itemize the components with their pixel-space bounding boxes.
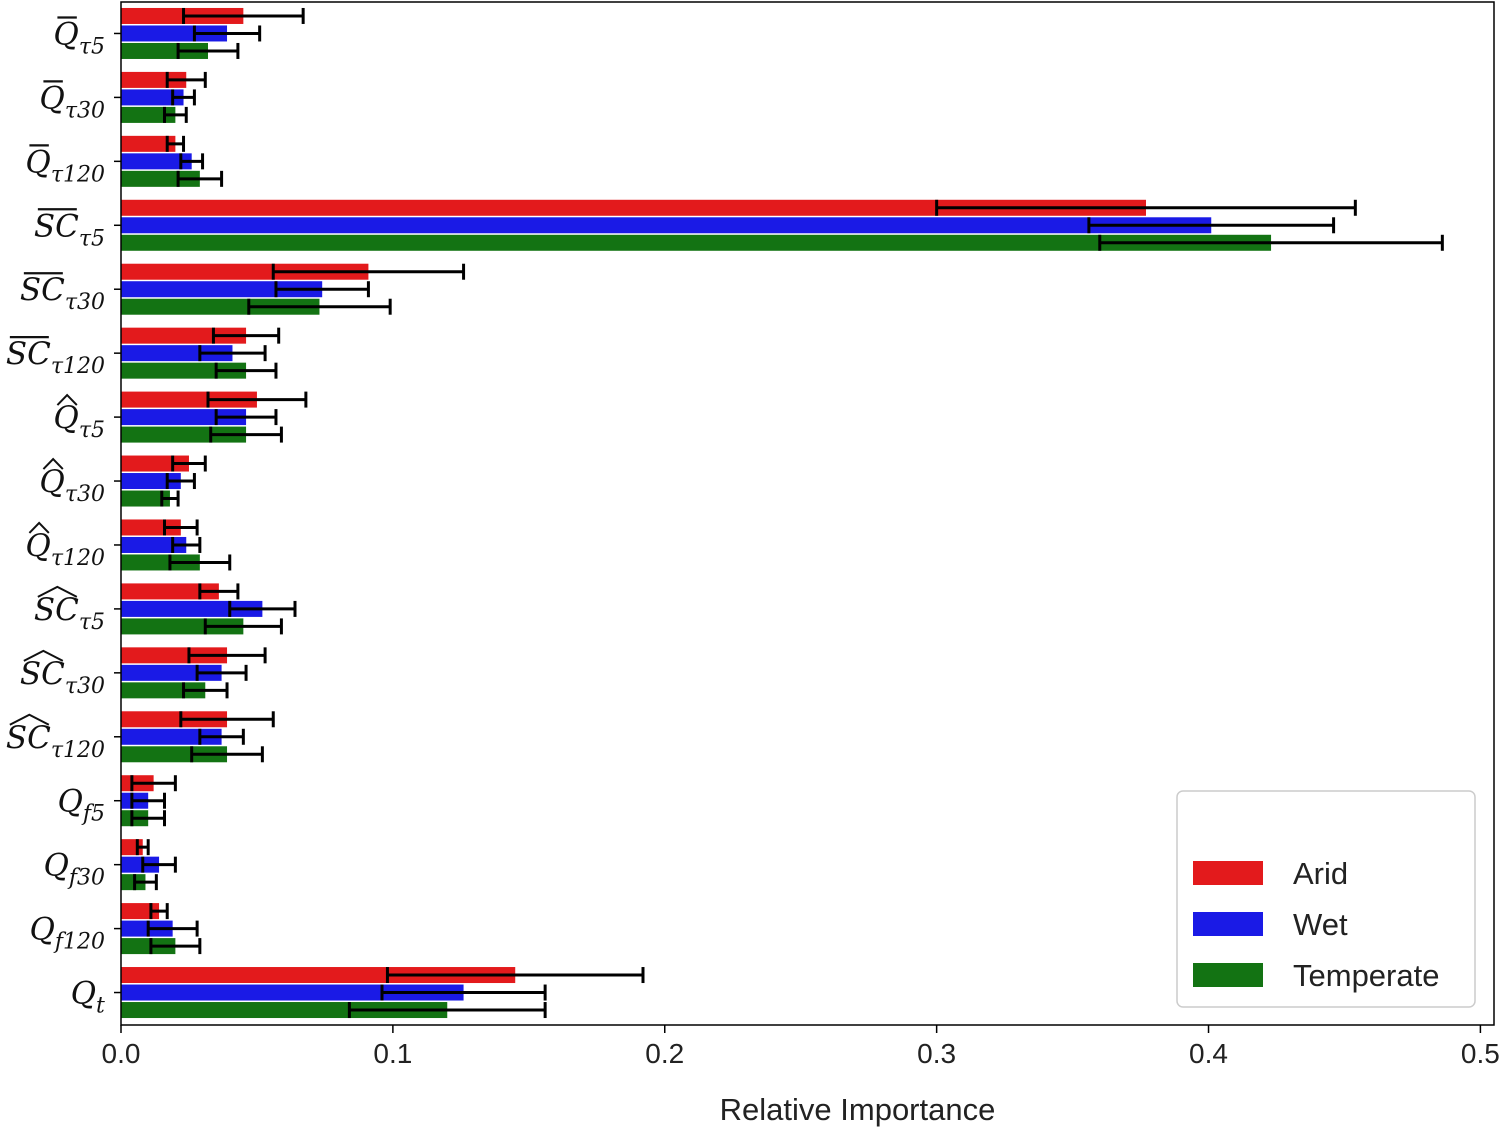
y-category-label-15: Qt [71, 976, 105, 1019]
y-category-label-10: SCτ30 [20, 651, 105, 699]
bars-layer [121, 8, 1271, 1018]
svg-text:SCτ30: SCτ30 [20, 272, 105, 315]
y-category-labels: Qτ5 Qτ30 Qτ120 SCτ5 SCτ30 SCτ120 Qτ5 Qτ30 Qτ120 S… [6, 16, 121, 1018]
y-category-label-13: Qf30 [43, 848, 105, 891]
x-tick-label-5: 0.5 [1461, 1038, 1500, 1069]
svg-text:SCτ120: SCτ120 [6, 336, 105, 379]
y-category-label-7: Qτ30 [39, 459, 105, 507]
x-tick-label-4: 0.4 [1189, 1038, 1228, 1069]
y-category-label-12: Qf5 [57, 784, 105, 827]
svg-text:SCτ120: SCτ120 [6, 720, 105, 763]
svg-text:Qτ30: Qτ30 [39, 464, 105, 507]
legend-swatch [1193, 963, 1263, 987]
legend: Arid Wet Temperate [1177, 791, 1475, 1007]
svg-text:SCτ5: SCτ5 [34, 208, 105, 251]
y-category-label-11: SCτ120 [6, 715, 105, 763]
legend-swatch [1193, 861, 1263, 885]
svg-text:Qf120: Qf120 [29, 912, 105, 955]
x-axis-title: Relative Importance [720, 1092, 996, 1127]
svg-text:Qτ30: Qτ30 [39, 80, 105, 123]
y-category-label-5: SCτ120 [6, 336, 105, 379]
svg-text:Qf30: Qf30 [43, 848, 105, 891]
svg-text:Qτ120: Qτ120 [25, 528, 105, 571]
legend-label: Arid [1293, 856, 1348, 891]
legend-label: Temperate [1293, 958, 1439, 993]
y-category-label-9: SCτ5 [34, 587, 105, 635]
x-tick-label-0: 0.0 [102, 1038, 141, 1069]
svg-text:SCτ30: SCτ30 [20, 656, 105, 699]
svg-text:Qτ5: Qτ5 [53, 16, 105, 59]
y-category-label-2: Qτ120 [25, 144, 105, 187]
svg-text:Qτ120: Qτ120 [25, 144, 105, 187]
x-tick-label-2: 0.2 [645, 1038, 684, 1069]
x-axis-ticks: 0.0 0.1 0.2 0.3 0.4 0.5 [102, 1025, 1500, 1069]
y-category-label-3: SCτ5 [34, 208, 105, 251]
x-tick-label-3: 0.3 [917, 1038, 956, 1069]
x-tick-label-1: 0.1 [373, 1038, 412, 1069]
y-category-label-4: SCτ30 [20, 272, 105, 315]
bar-wet-3 [121, 217, 1211, 233]
legend-label: Wet [1293, 907, 1348, 942]
y-category-label-6: Qτ5 [53, 395, 105, 443]
svg-text:SCτ5: SCτ5 [34, 592, 105, 635]
y-category-label-0: Qτ5 [53, 16, 105, 59]
svg-text:Qt: Qt [71, 976, 105, 1019]
y-category-label-14: Qf120 [29, 912, 105, 955]
svg-text:Qf5: Qf5 [57, 784, 105, 827]
svg-text:Qτ5: Qτ5 [53, 400, 105, 443]
legend-swatch [1193, 912, 1263, 936]
y-category-label-1: Qτ30 [39, 80, 105, 123]
y-category-label-8: Qτ120 [25, 523, 105, 571]
